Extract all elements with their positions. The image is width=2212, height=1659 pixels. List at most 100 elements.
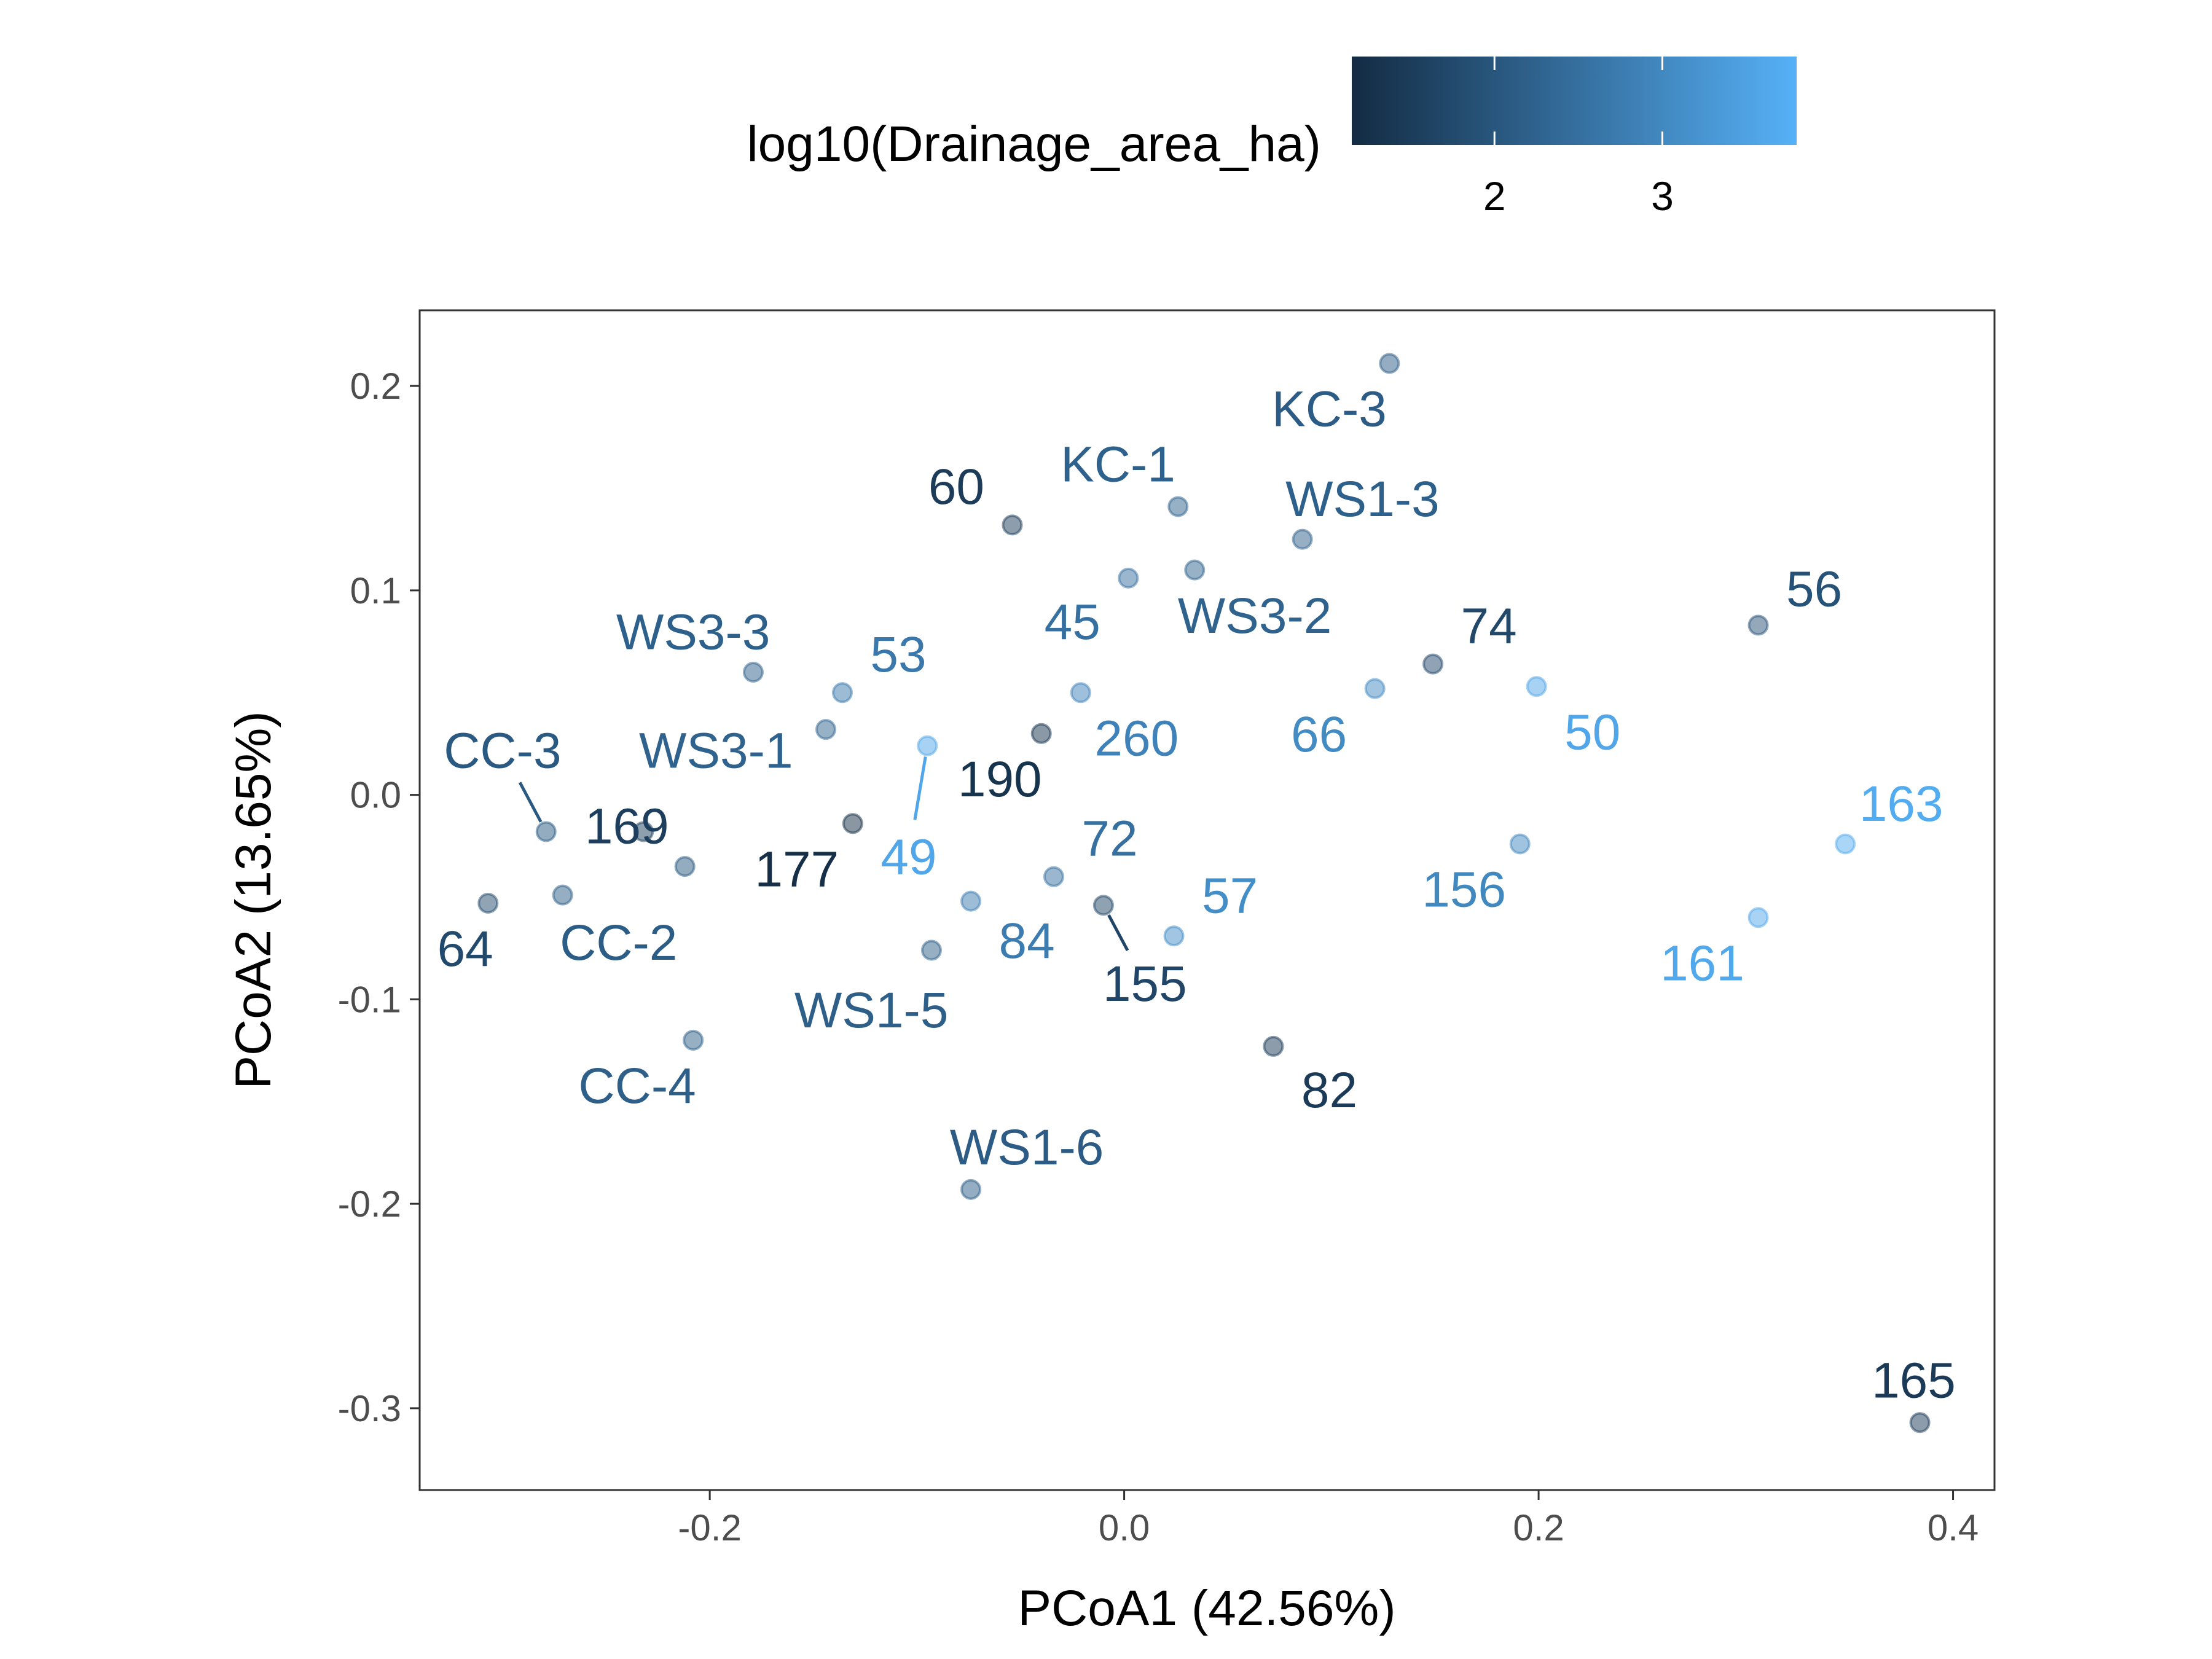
leader-line: [518, 782, 543, 823]
data-point: [1092, 895, 1114, 916]
point-label: 50: [1564, 704, 1620, 760]
colorbar-tick: 3: [1651, 57, 1674, 219]
point-label: CC-4: [578, 1058, 696, 1114]
point-label: KC-3: [1272, 382, 1387, 437]
data-point: [1070, 682, 1091, 704]
point-label: 260: [1094, 710, 1179, 766]
point-label: 155: [1103, 956, 1187, 1012]
point-label: 165: [1872, 1352, 1956, 1408]
colorbar-tick-label: 3: [1651, 173, 1674, 219]
data-point: [633, 821, 654, 842]
point-label: 82: [1301, 1062, 1357, 1118]
data-point: [674, 856, 696, 877]
point-label: 53: [870, 627, 926, 683]
data-point: [1509, 833, 1531, 855]
point-label: 161: [1660, 935, 1744, 991]
data-point: [815, 719, 836, 740]
point-label: 84: [998, 913, 1054, 969]
y-tick-label: 0.1: [350, 570, 401, 611]
data-point: [535, 821, 557, 842]
y-axis: -0.3 -0.2 -0.1 0.0 0.1 0.2: [338, 366, 420, 1429]
data-point: [1118, 567, 1139, 589]
y-tick: 0.0: [350, 775, 420, 816]
point-label: WS3-1: [639, 723, 793, 779]
data-point: [960, 1179, 982, 1200]
point-label: 49: [880, 829, 936, 885]
point-label: WS1-3: [1285, 471, 1440, 527]
point-label: KC-1: [1061, 437, 1175, 493]
data-point: [683, 1029, 704, 1051]
x-tick-label: 0.4: [1928, 1507, 1979, 1548]
data-point: [1167, 496, 1189, 517]
leader-line: [913, 756, 927, 820]
data-point: [1526, 676, 1547, 697]
y-tick: -0.3: [338, 1388, 420, 1429]
y-tick: 0.2: [350, 366, 420, 407]
point-label: 169: [585, 799, 669, 855]
point-label: WS1-6: [950, 1120, 1104, 1175]
data-point: [1292, 528, 1313, 550]
point-label: 56: [1786, 562, 1842, 618]
point-label: 45: [1045, 594, 1100, 650]
point-label: WS3-2: [1178, 588, 1332, 644]
data-point: [1030, 723, 1052, 744]
data-point: [1263, 1035, 1284, 1057]
data-point: [742, 661, 764, 683]
colorbar: [1352, 57, 1797, 145]
label-leader-lines: [518, 756, 1129, 952]
data-point: [1422, 653, 1444, 675]
x-axis: -0.2 0.0 0.2 0.4: [678, 1490, 1979, 1548]
point-label: 156: [1422, 862, 1506, 918]
y-tick: -0.2: [338, 1183, 420, 1225]
data-point: [1163, 925, 1185, 947]
point-label: 177: [755, 841, 839, 897]
data-point: [1364, 678, 1386, 699]
data-point: [1002, 514, 1023, 536]
point-label: CC-3: [444, 723, 561, 779]
data-point: [1747, 907, 1769, 928]
x-tick-label: 0.2: [1513, 1507, 1564, 1548]
data-point: [1043, 866, 1064, 887]
data-point: [1835, 833, 1856, 855]
point-labels: KC-3 KC-1 60 WS1-3 WS3-2 45 74 56 WS3-3 53 66 50 260…: [437, 382, 1956, 1409]
y-tick-label: -0.2: [338, 1183, 401, 1225]
point-label: 66: [1291, 707, 1347, 763]
point-label: CC-2: [560, 915, 677, 971]
plot-panel: [418, 309, 1996, 1491]
point-label: WS1-5: [794, 982, 949, 1038]
x-tick-label: 0.0: [1099, 1507, 1150, 1548]
y-tick-label: 0.2: [350, 366, 401, 407]
x-axis-title: PCoA1 (42.56%): [1018, 1580, 1395, 1636]
point-label: 64: [437, 921, 493, 977]
x-tick: -0.2: [678, 1490, 742, 1548]
data-point: [1379, 353, 1400, 374]
x-tick-label: -0.2: [678, 1507, 741, 1548]
point-label: 190: [958, 751, 1042, 807]
data-point: [917, 735, 938, 756]
point-label: 72: [1081, 811, 1137, 867]
data-point: [920, 939, 942, 961]
y-tick-label: -0.1: [338, 979, 401, 1020]
point-label: 74: [1461, 598, 1517, 654]
colorbar-tick: 2: [1483, 57, 1506, 219]
data-point: [477, 892, 499, 914]
data-point: [1747, 614, 1769, 636]
point-label: 163: [1859, 776, 1943, 832]
x-tick: 0.0: [1099, 1490, 1150, 1548]
data-point: [1184, 559, 1206, 581]
y-tick: 0.1: [350, 570, 420, 611]
data-points: [477, 353, 1931, 1433]
x-tick: 0.2: [1513, 1490, 1564, 1548]
point-label: 57: [1202, 868, 1258, 924]
colorbar-tick-label: 2: [1483, 173, 1506, 219]
y-tick-label: 0.0: [350, 775, 401, 816]
point-label: 60: [928, 459, 984, 515]
data-point: [1909, 1412, 1931, 1433]
y-tick-label: -0.3: [338, 1388, 401, 1429]
data-point: [842, 813, 863, 834]
y-tick: -0.1: [338, 979, 420, 1020]
y-axis-title: PCoA2 (13.65%): [226, 711, 281, 1089]
